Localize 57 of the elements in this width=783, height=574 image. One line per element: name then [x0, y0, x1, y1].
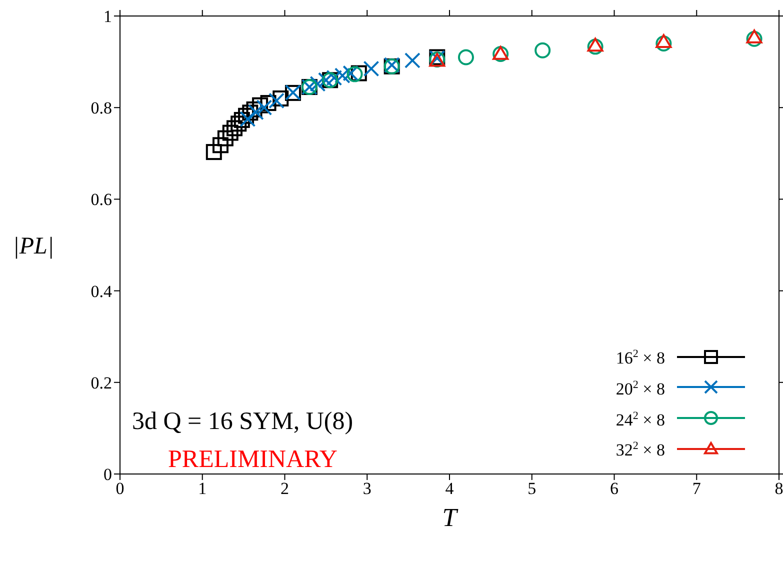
legend-label: 32$^{2}$ × 8: [616, 440, 665, 460]
point: [246, 101, 262, 118]
point: [656, 35, 672, 52]
x-tick-label: 8: [774, 479, 783, 498]
y-tick-label: 0.6: [90, 190, 112, 210]
point: [248, 104, 264, 120]
point: [587, 38, 604, 52]
point: [326, 70, 342, 86]
y-tick-label: 1: [104, 7, 112, 26]
annotation: PRELIMINARY: [168, 446, 338, 473]
x-tick-label: 4: [445, 479, 454, 498]
point: [346, 66, 363, 82]
point: [226, 120, 242, 136]
point: [230, 116, 247, 132]
legend-label: 20$^{2}$ × 8: [616, 379, 665, 399]
y-tick-label: 0.4: [90, 282, 112, 301]
point: [256, 100, 272, 116]
x-tick-label: 3: [362, 479, 372, 498]
x-axis-title: T: [442, 503, 458, 532]
point: [534, 42, 551, 58]
x-tick-label: 2: [280, 479, 289, 498]
point: [242, 104, 258, 121]
point: [342, 65, 359, 82]
x-tick-label: 1: [198, 479, 207, 498]
x-tick-label: 6: [610, 479, 618, 498]
x-tick-label: 0: [116, 479, 124, 498]
point: [238, 108, 254, 124]
point: [746, 30, 762, 47]
point: [260, 95, 276, 112]
y-tick-label: 0.8: [90, 98, 112, 118]
point: [350, 65, 367, 82]
y-tick-label: 0: [104, 465, 112, 484]
legend-label: 16$^{2}$ × 8: [616, 348, 665, 368]
point: [222, 124, 238, 141]
point: [587, 38, 604, 55]
point: [746, 30, 762, 44]
point: [217, 130, 234, 146]
x-tick-label: 7: [692, 479, 702, 498]
x-tick-label: 5: [528, 479, 536, 498]
legend-label: 24$^{2}$ × 8: [616, 410, 665, 430]
point: [404, 52, 420, 68]
point: [334, 68, 350, 84]
point: [310, 76, 326, 92]
point: [206, 144, 222, 160]
point: [240, 111, 256, 128]
point: [458, 49, 474, 66]
point: [268, 92, 285, 109]
point: [272, 90, 289, 106]
annotation: 3d Q = 16 SYM, U(8): [132, 408, 354, 435]
point: [656, 34, 672, 48]
point: [363, 60, 380, 77]
point: [234, 112, 250, 128]
point: [212, 137, 228, 154]
y-axis-title: |PL|: [12, 234, 54, 260]
point: [252, 97, 268, 114]
point: [318, 72, 334, 88]
y-tick-label: 0.2: [90, 373, 112, 392]
